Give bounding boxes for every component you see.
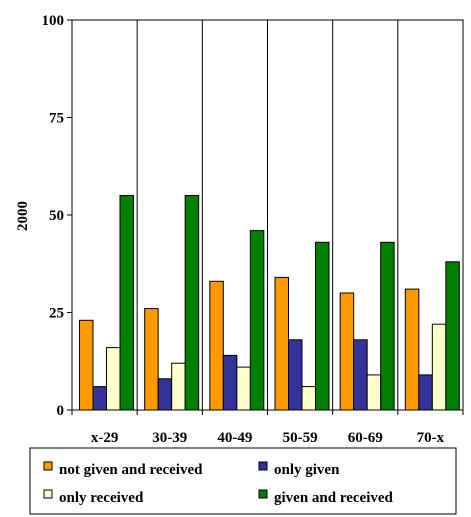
legend-swatch — [43, 489, 53, 499]
x-tick-label: 70-x — [417, 430, 445, 446]
x-tick-label: 40-49 — [217, 430, 252, 446]
legend-label: only received — [59, 490, 144, 506]
bar — [106, 347, 121, 411]
legend: not given and received only given only rec… — [29, 447, 457, 515]
bar — [404, 288, 420, 411]
bar — [315, 241, 330, 411]
bar — [222, 354, 238, 411]
bar — [79, 319, 94, 411]
bar — [431, 323, 447, 411]
y-tick-label: 100 — [42, 13, 65, 29]
bar — [157, 378, 173, 411]
bar — [366, 374, 382, 411]
bar — [445, 261, 460, 411]
bar — [249, 230, 265, 411]
y-axis: 0 25 50 75 100 — [42, 13, 73, 419]
plot-area — [71, 19, 464, 411]
legend-swatch — [43, 461, 53, 471]
bar — [171, 362, 186, 411]
legend-label: not given and received — [59, 462, 203, 478]
bar — [144, 308, 159, 411]
legend-box — [29, 447, 457, 515]
bar — [339, 292, 355, 411]
y-tick-label: 75 — [49, 111, 64, 127]
bar — [301, 386, 316, 411]
y-axis-title: 2000 — [15, 201, 31, 231]
bar — [184, 195, 200, 411]
bar — [380, 241, 395, 411]
bar — [236, 366, 251, 411]
bar — [353, 339, 368, 411]
bar — [288, 339, 303, 411]
x-tick-label: 50-59 — [283, 430, 318, 446]
legend-swatch — [258, 489, 268, 499]
legend-label: given and received — [274, 490, 394, 506]
legend-swatch — [258, 461, 268, 471]
bar — [119, 195, 134, 411]
x-tick-label: 30-39 — [152, 430, 187, 446]
bar — [92, 386, 107, 411]
y-tick-label: 50 — [49, 208, 64, 224]
y-tick-label: 25 — [49, 306, 64, 322]
x-tick-label: 60-69 — [348, 430, 383, 446]
x-axis: x-29 30-39 40-49 50-59 60-69 70-x — [71, 409, 464, 446]
x-tick-label: x-29 — [91, 430, 119, 446]
bar — [418, 374, 433, 411]
y-tick-label: 0 — [57, 403, 65, 419]
legend-label: only given — [274, 462, 340, 478]
bar — [274, 276, 289, 411]
bar — [209, 280, 224, 411]
